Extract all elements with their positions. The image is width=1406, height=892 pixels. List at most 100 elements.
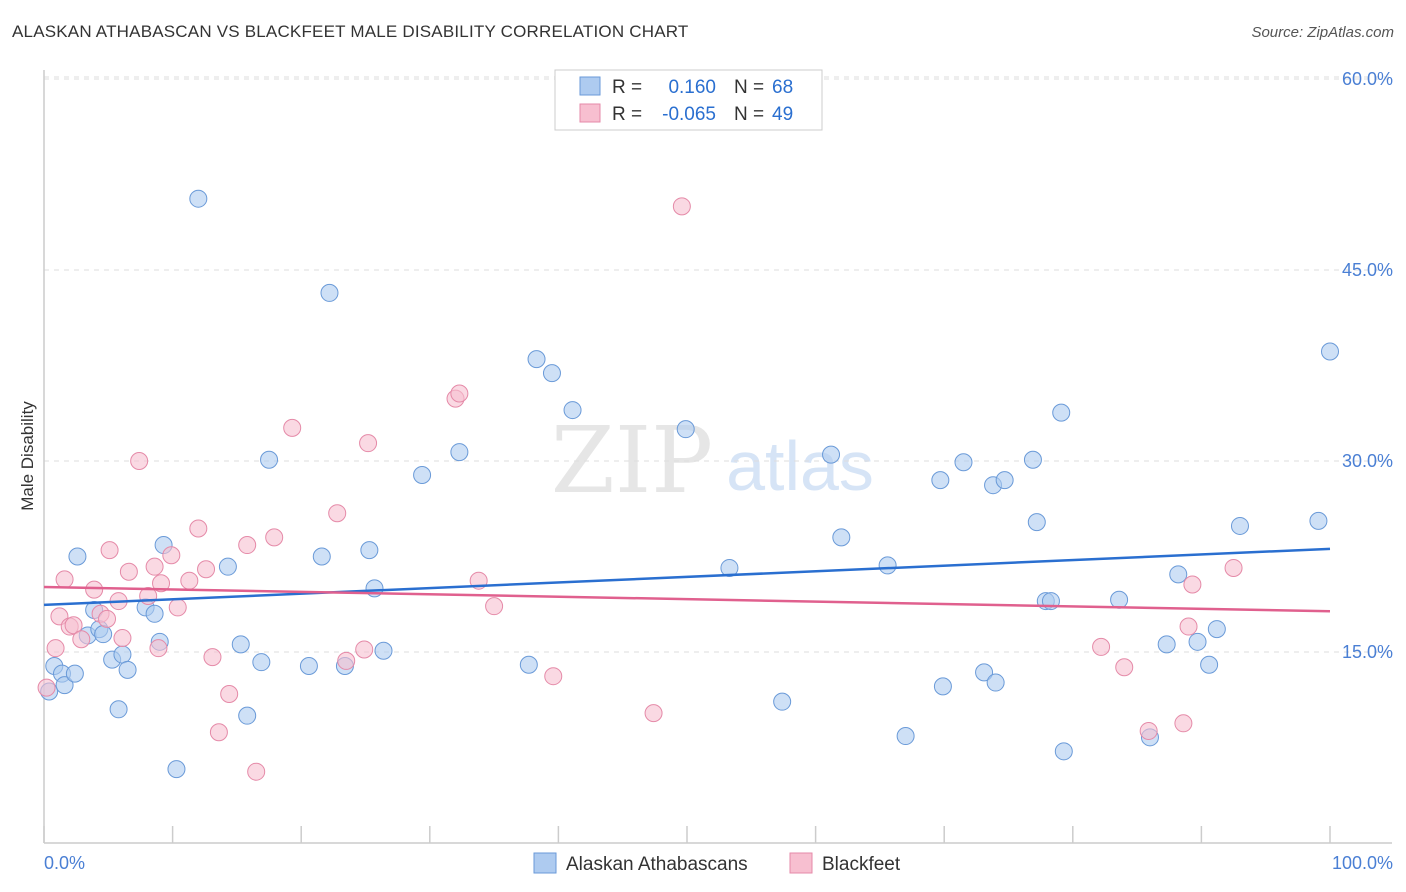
blackfeet-point-12 <box>113 628 132 647</box>
athabascan-point-40 <box>773 692 792 711</box>
blackfeet-point-32 <box>337 651 356 670</box>
athabascan-trend-line <box>43 547 1331 607</box>
athabascan-point-18 <box>167 760 186 779</box>
blackfeet-point-45 <box>1174 714 1193 733</box>
legend-pink-r-label: R = <box>612 104 642 125</box>
blackfeet-point-21 <box>180 571 199 590</box>
athabascan-point-66 <box>1309 511 1328 530</box>
athabascan-point-44 <box>896 727 915 746</box>
athabascan-point-33 <box>450 443 469 462</box>
athabascan-point-35 <box>527 350 546 369</box>
athabascan-point-56 <box>1052 403 1071 422</box>
athabascan-point-41 <box>822 445 841 464</box>
athabascan-point-34 <box>519 655 538 674</box>
athabascan-point-58 <box>1110 590 1129 609</box>
y-tick-label-45: 45.0% <box>1342 260 1393 280</box>
y-axis-tick-labels: 15.0% 30.0% 45.0% 60.0% <box>1342 69 1393 662</box>
athabascan-point-57 <box>1054 742 1073 761</box>
blackfeet-point-5 <box>64 616 83 635</box>
blackfeet-point-17 <box>149 639 168 658</box>
y-tick-label-15: 15.0% <box>1342 642 1393 662</box>
x-tick-label-max: 100.0% <box>1332 853 1393 873</box>
bottom-legend-blue-label: Alaskan Athabascans <box>566 854 748 875</box>
watermark-atlas: atlas <box>726 427 874 505</box>
legend-pink-swatch <box>579 103 601 123</box>
blackfeet-point-41 <box>672 197 691 216</box>
blackfeet-point-28 <box>247 762 266 781</box>
blackfeet-point-46 <box>1179 617 1198 636</box>
legend-blue-n-value: 68 <box>772 77 793 98</box>
athabascan-point-53 <box>1027 513 1046 532</box>
athabascan-point-42 <box>832 528 851 547</box>
blackfeet-point-18 <box>152 574 171 593</box>
blackfeet-point-3 <box>55 570 74 589</box>
athabascan-point-65 <box>1230 516 1249 535</box>
x-axis-ticks <box>43 826 1331 843</box>
blackfeet-point-14 <box>130 452 149 470</box>
athabascan-point-48 <box>975 663 994 682</box>
athabascan-point-67 <box>1321 342 1339 361</box>
legend-blue-n-label: N = <box>734 77 764 98</box>
blackfeet-point-25 <box>209 723 228 742</box>
blackfeet-point-19 <box>162 546 181 565</box>
blackfeet-point-31 <box>328 504 347 523</box>
athabascan-point-45 <box>931 471 950 490</box>
athabascan-point-47 <box>954 453 973 472</box>
source-label: Source: ZipAtlas.com <box>1251 24 1394 41</box>
athabascan-point-43 <box>878 556 897 575</box>
athabascan-point-3 <box>55 676 74 695</box>
y-axis-title: Male Disability <box>18 401 37 511</box>
athabascan-point-46 <box>933 677 952 696</box>
blackfeet-point-47 <box>1183 575 1202 594</box>
athabascan-point-25 <box>299 657 318 676</box>
blackfeet-point-22 <box>189 519 208 538</box>
athabascan-point-61 <box>1169 565 1188 584</box>
athabascan-point-63 <box>1200 655 1219 674</box>
athabascan-point-15 <box>145 604 164 623</box>
blackfeet-point-29 <box>265 528 284 547</box>
athabascan-point-37 <box>563 401 582 420</box>
athabascan-point-38 <box>676 420 695 439</box>
athabascan-point-21 <box>231 635 250 654</box>
blackfeet-point-33 <box>355 640 374 659</box>
legend-blue-swatch <box>579 76 601 96</box>
blackfeet-point-26 <box>220 685 239 704</box>
athabascan-point-36 <box>542 364 561 383</box>
blackfeet-point-48 <box>1224 558 1243 577</box>
blackfeet-point-38 <box>485 597 504 616</box>
athabascan-point-39 <box>720 558 739 577</box>
blackfeet-point-43 <box>1115 658 1134 677</box>
bottom-legend-pink-swatch <box>789 852 813 874</box>
athabascan-point-22 <box>238 706 257 725</box>
trend-lines <box>43 547 1331 613</box>
series-blackfeet-points <box>37 197 1243 781</box>
x-tick-label-min: 0.0% <box>44 853 85 873</box>
athabascan-point-52 <box>1023 450 1042 469</box>
blackfeet-point-9 <box>98 609 117 628</box>
blackfeet-point-42 <box>1092 637 1111 656</box>
athabascan-point-31 <box>374 641 393 660</box>
blackfeet-point-27 <box>238 536 257 555</box>
blackfeet-point-1 <box>46 639 65 658</box>
athabascan-point-62 <box>1188 632 1207 651</box>
y-tick-label-60: 60.0% <box>1342 69 1393 89</box>
athabascan-point-19 <box>189 189 208 208</box>
blackfeet-point-6 <box>72 630 91 649</box>
athabascan-point-4 <box>65 664 84 683</box>
blackfeet-point-30 <box>283 418 302 437</box>
blackfeet-point-44 <box>1139 721 1158 740</box>
athabascan-point-60 <box>1157 635 1176 654</box>
legend-blue-r-label: R = <box>612 77 642 98</box>
athabascan-point-51 <box>995 471 1014 490</box>
blackfeet-point-24 <box>203 648 222 667</box>
blackfeet-point-13 <box>119 562 138 581</box>
blackfeet-point-39 <box>544 667 563 686</box>
blackfeet-point-40 <box>644 704 663 723</box>
series-alaskan-athabascans-points <box>40 189 1339 779</box>
athabascan-point-27 <box>320 283 339 302</box>
legend-pink-n-value: 49 <box>772 104 793 125</box>
athabascan-point-26 <box>312 547 331 566</box>
athabascan-point-12 <box>113 645 132 664</box>
blackfeet-point-23 <box>197 560 216 579</box>
athabascan-point-24 <box>260 450 279 469</box>
